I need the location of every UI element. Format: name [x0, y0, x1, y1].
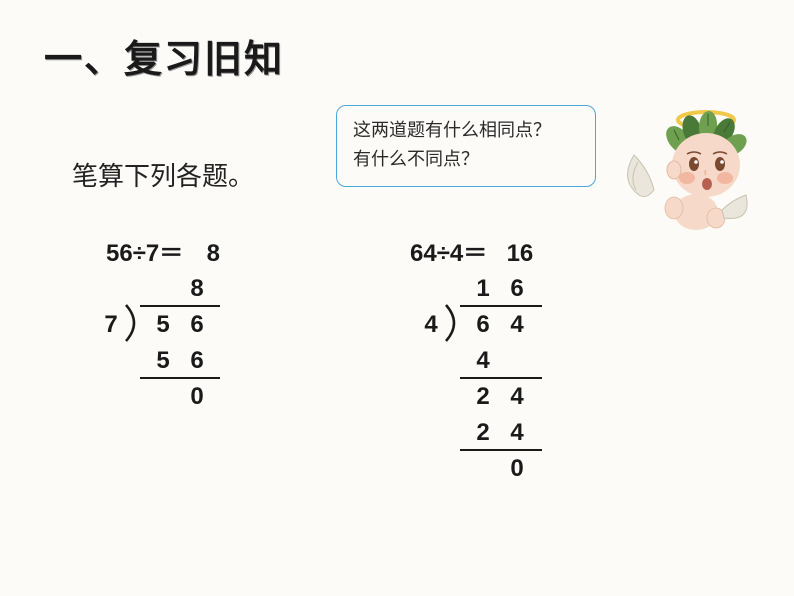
quotient-digit: 8	[182, 275, 212, 303]
div-bar	[140, 305, 220, 307]
step-digit: 2	[468, 419, 498, 447]
long-division-1: 8 7 5 6 5 6 0	[80, 275, 280, 475]
step-digit: 5	[148, 347, 178, 375]
subtitle: 笔算下列各题。	[72, 156, 254, 193]
step-line	[460, 449, 542, 451]
step-digit: 4	[502, 419, 532, 447]
div-bar	[460, 305, 542, 307]
expr-answer: 8	[207, 240, 220, 267]
dividend-d1: 6	[182, 311, 212, 339]
step-line	[140, 377, 220, 379]
step-digit: 0	[182, 383, 212, 411]
step-line	[460, 377, 542, 379]
divisor: 4	[416, 311, 446, 339]
quotient-digit: 6	[502, 275, 532, 303]
quotient-digit: 1	[468, 275, 498, 303]
problem-2-expr: 64÷4＝ 16	[410, 233, 533, 268]
step-digit: 2	[468, 383, 498, 411]
step-digit: 4	[502, 383, 532, 411]
dividend-d1: 4	[502, 311, 532, 339]
step-digit: 0	[502, 455, 532, 483]
expr-text: 56÷7＝	[106, 240, 183, 267]
dividend-d0: 5	[148, 311, 178, 339]
dividend-d0: 6	[468, 311, 498, 339]
expr-answer: 16	[507, 240, 534, 267]
expr-text: 64÷4＝	[410, 240, 487, 267]
slide-title: 一、复习旧知	[44, 28, 284, 83]
angel-illustration	[624, 100, 754, 240]
bubble-line-1: 这两道题有什么相同点？	[353, 116, 579, 145]
speech-bubble: 这两道题有什么相同点？ 有什么不同点？	[336, 105, 596, 187]
step-digit: 4	[468, 347, 498, 375]
long-division-2: 1 6 4 6 4 4 2 4 2 4 0	[400, 275, 620, 575]
problem-1-expr: 56÷7＝ 8	[106, 233, 220, 268]
step-digit: 6	[182, 347, 212, 375]
bubble-line-2: 有什么不同点？	[353, 145, 579, 174]
divisor: 7	[96, 311, 126, 339]
